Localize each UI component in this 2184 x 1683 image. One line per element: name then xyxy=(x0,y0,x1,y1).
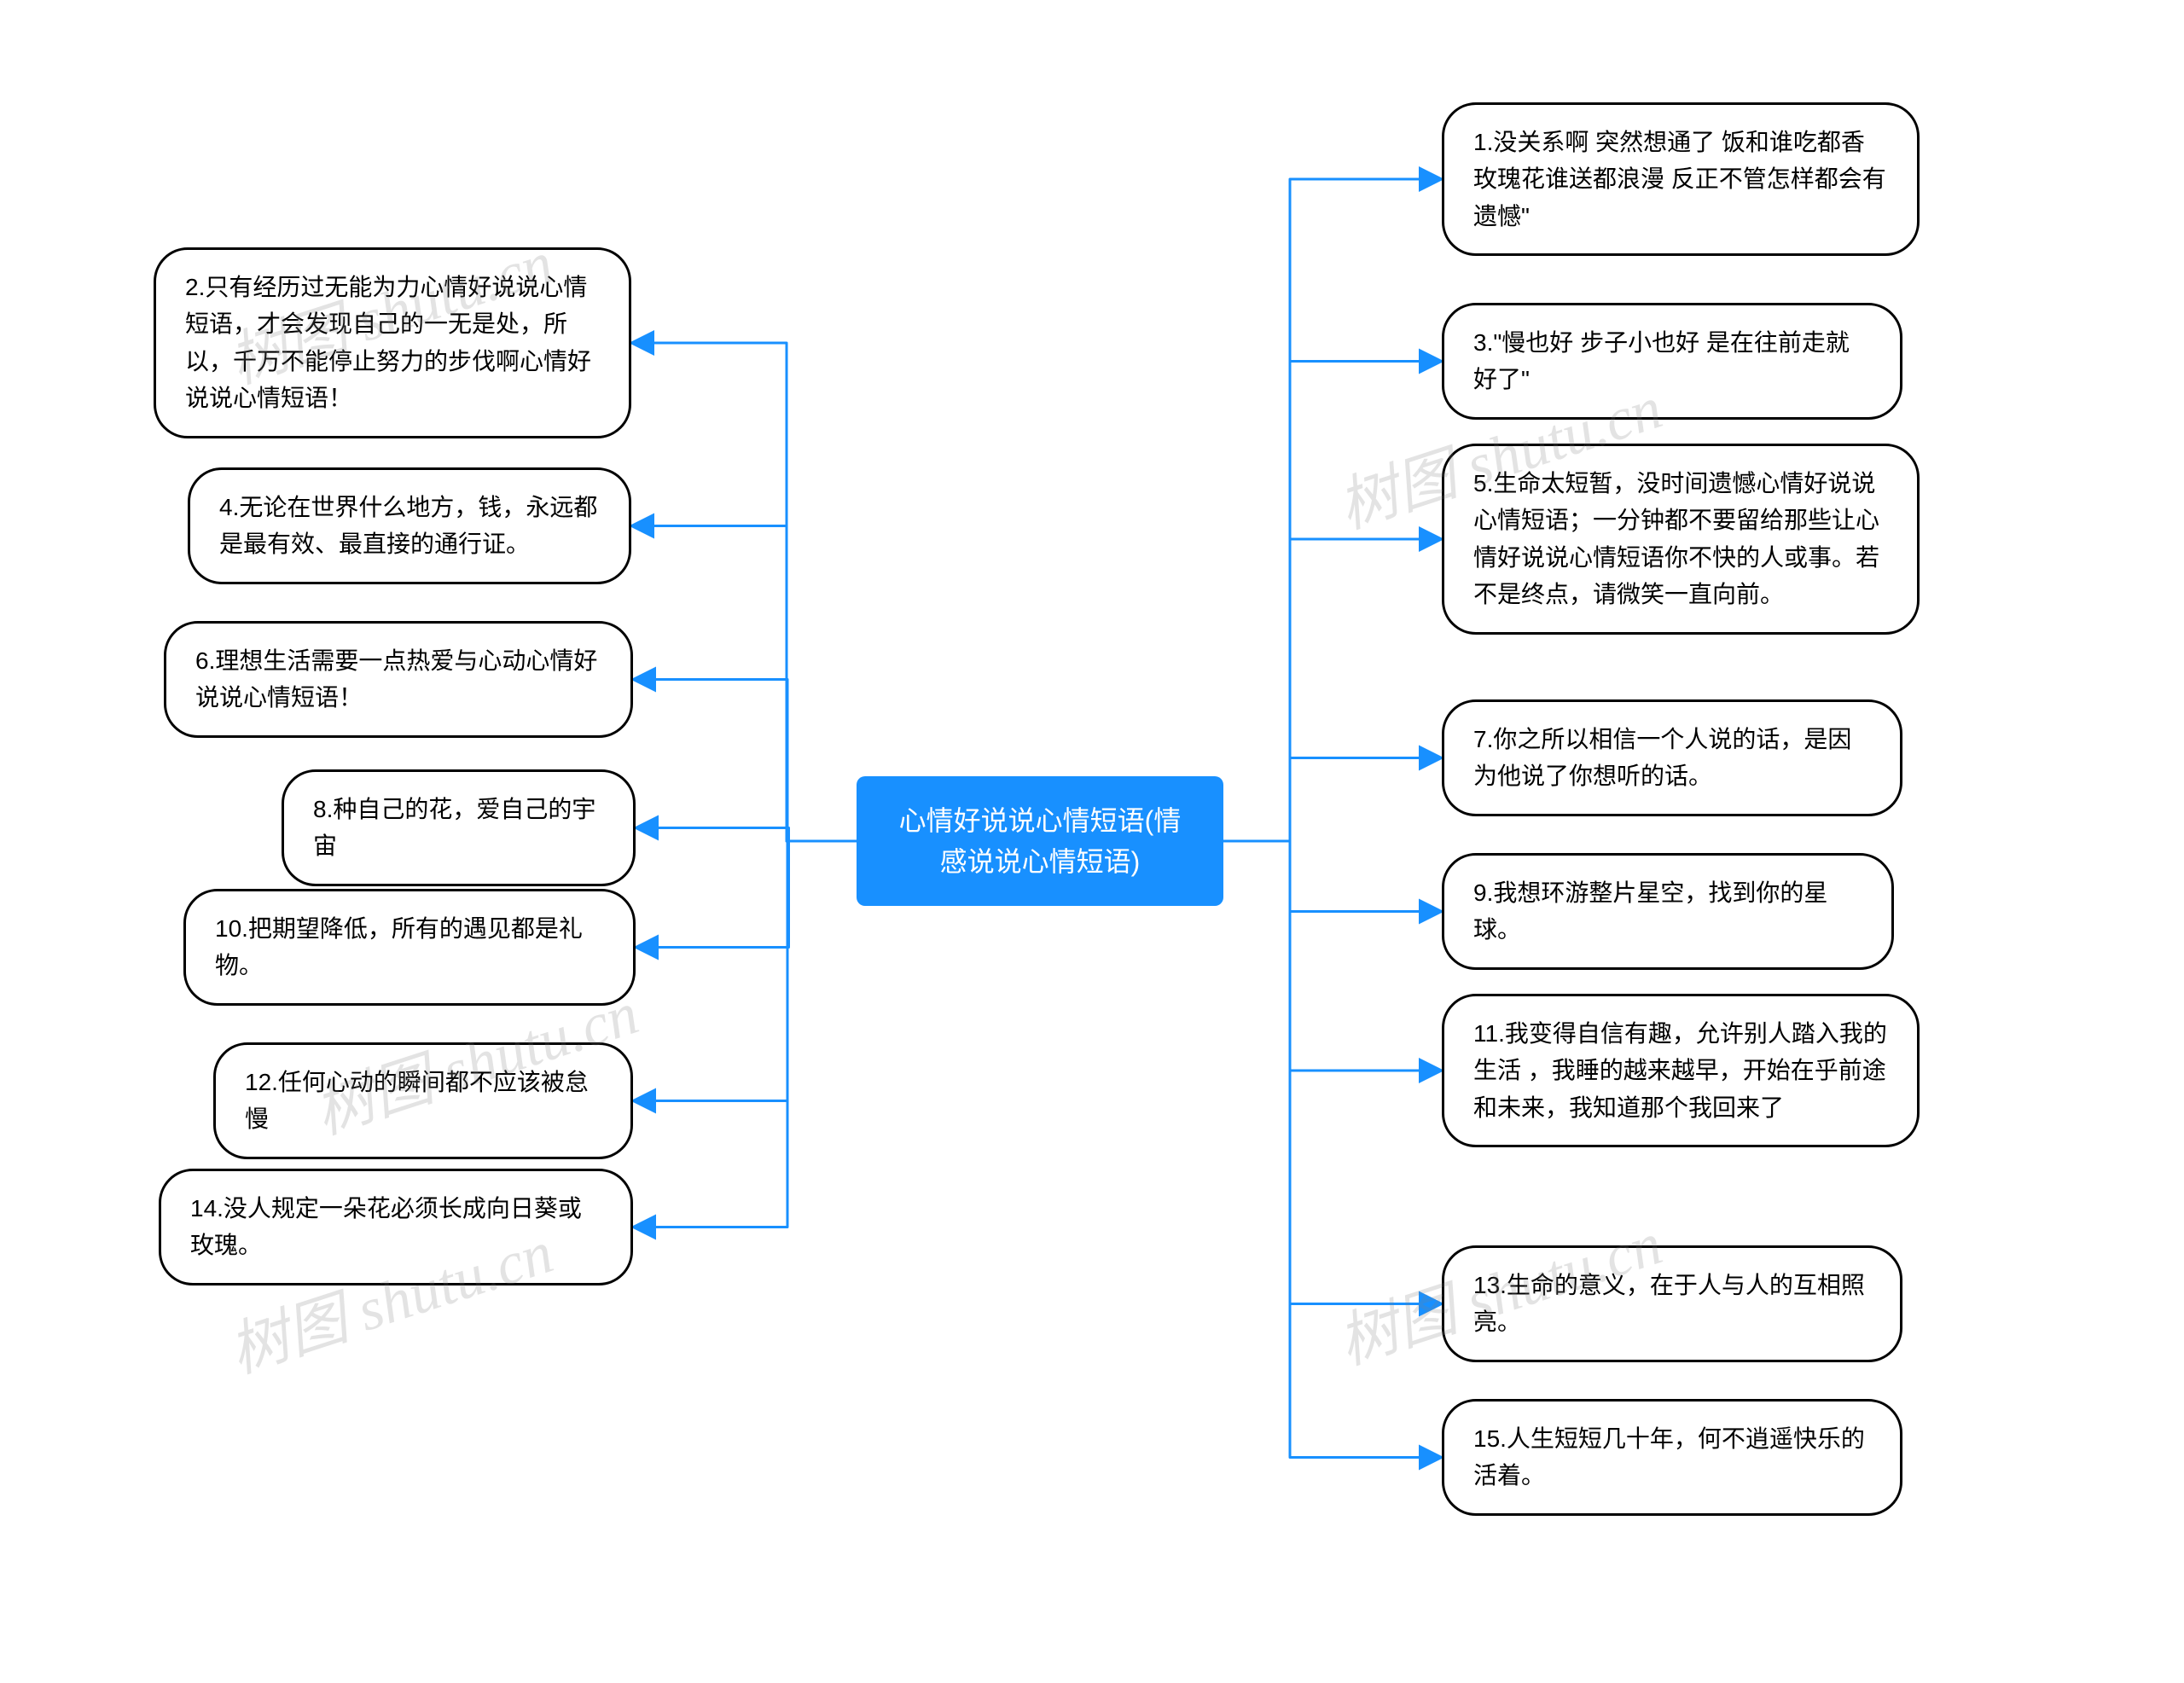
right-node-7: 13.生命的意义，在于人与人的互相照亮。 xyxy=(1442,1245,1902,1362)
right-node-1: 1.没关系啊 突然想通了 饭和谁吃都香 玫瑰花谁送都浪漫 反正不管怎样都会有遗憾… xyxy=(1442,102,1920,256)
right-node-2: 3."慢也好 步子小也好 是在往前走就好了" xyxy=(1442,303,1902,420)
right-node-8: 15.人生短短几十年，何不逍遥快乐的活着。 xyxy=(1442,1399,1902,1516)
mindmap-canvas: 心情好说说心情短语(情感说说心情短语) 2.只有经历过无能为力心情好说说心情短语，… xyxy=(0,0,2184,1683)
right-node-3: 5.生命太短暂，没时间遗憾心情好说说心情短语；一分钟都不要留给那些让心情好说说心… xyxy=(1442,444,1920,635)
left-node-7: 14.没人规定一朵花必须长成向日葵或玫瑰。 xyxy=(159,1169,633,1285)
center-node: 心情好说说心情短语(情感说说心情短语) xyxy=(857,776,1223,906)
right-node-6: 11.我变得自信有趣，允许别人踏入我的生活 ，我睡的越来越早，开始在乎前途和未来… xyxy=(1442,994,1920,1147)
left-node-3: 6.理想生活需要一点热爱与心动心情好说说心情短语！ xyxy=(164,621,633,738)
left-node-6: 12.任何心动的瞬间都不应该被怠慢 xyxy=(213,1042,633,1159)
right-node-4: 7.你之所以相信一个人说的话，是因为他说了你想听的话。 xyxy=(1442,699,1902,816)
left-node-5: 10.把期望降低，所有的遇见都是礼物。 xyxy=(183,889,636,1006)
left-node-2: 4.无论在世界什么地方，钱，永远都是最有效、最直接的通行证。 xyxy=(188,467,631,584)
right-node-5: 9.我想环游整片星空，找到你的星球。 xyxy=(1442,853,1894,970)
left-node-1: 2.只有经历过无能为力心情好说说心情短语，才会发现自己的一无是处，所以，千万不能… xyxy=(154,247,631,438)
left-node-4: 8.种自己的花，爱自己的宇宙 xyxy=(282,769,636,886)
